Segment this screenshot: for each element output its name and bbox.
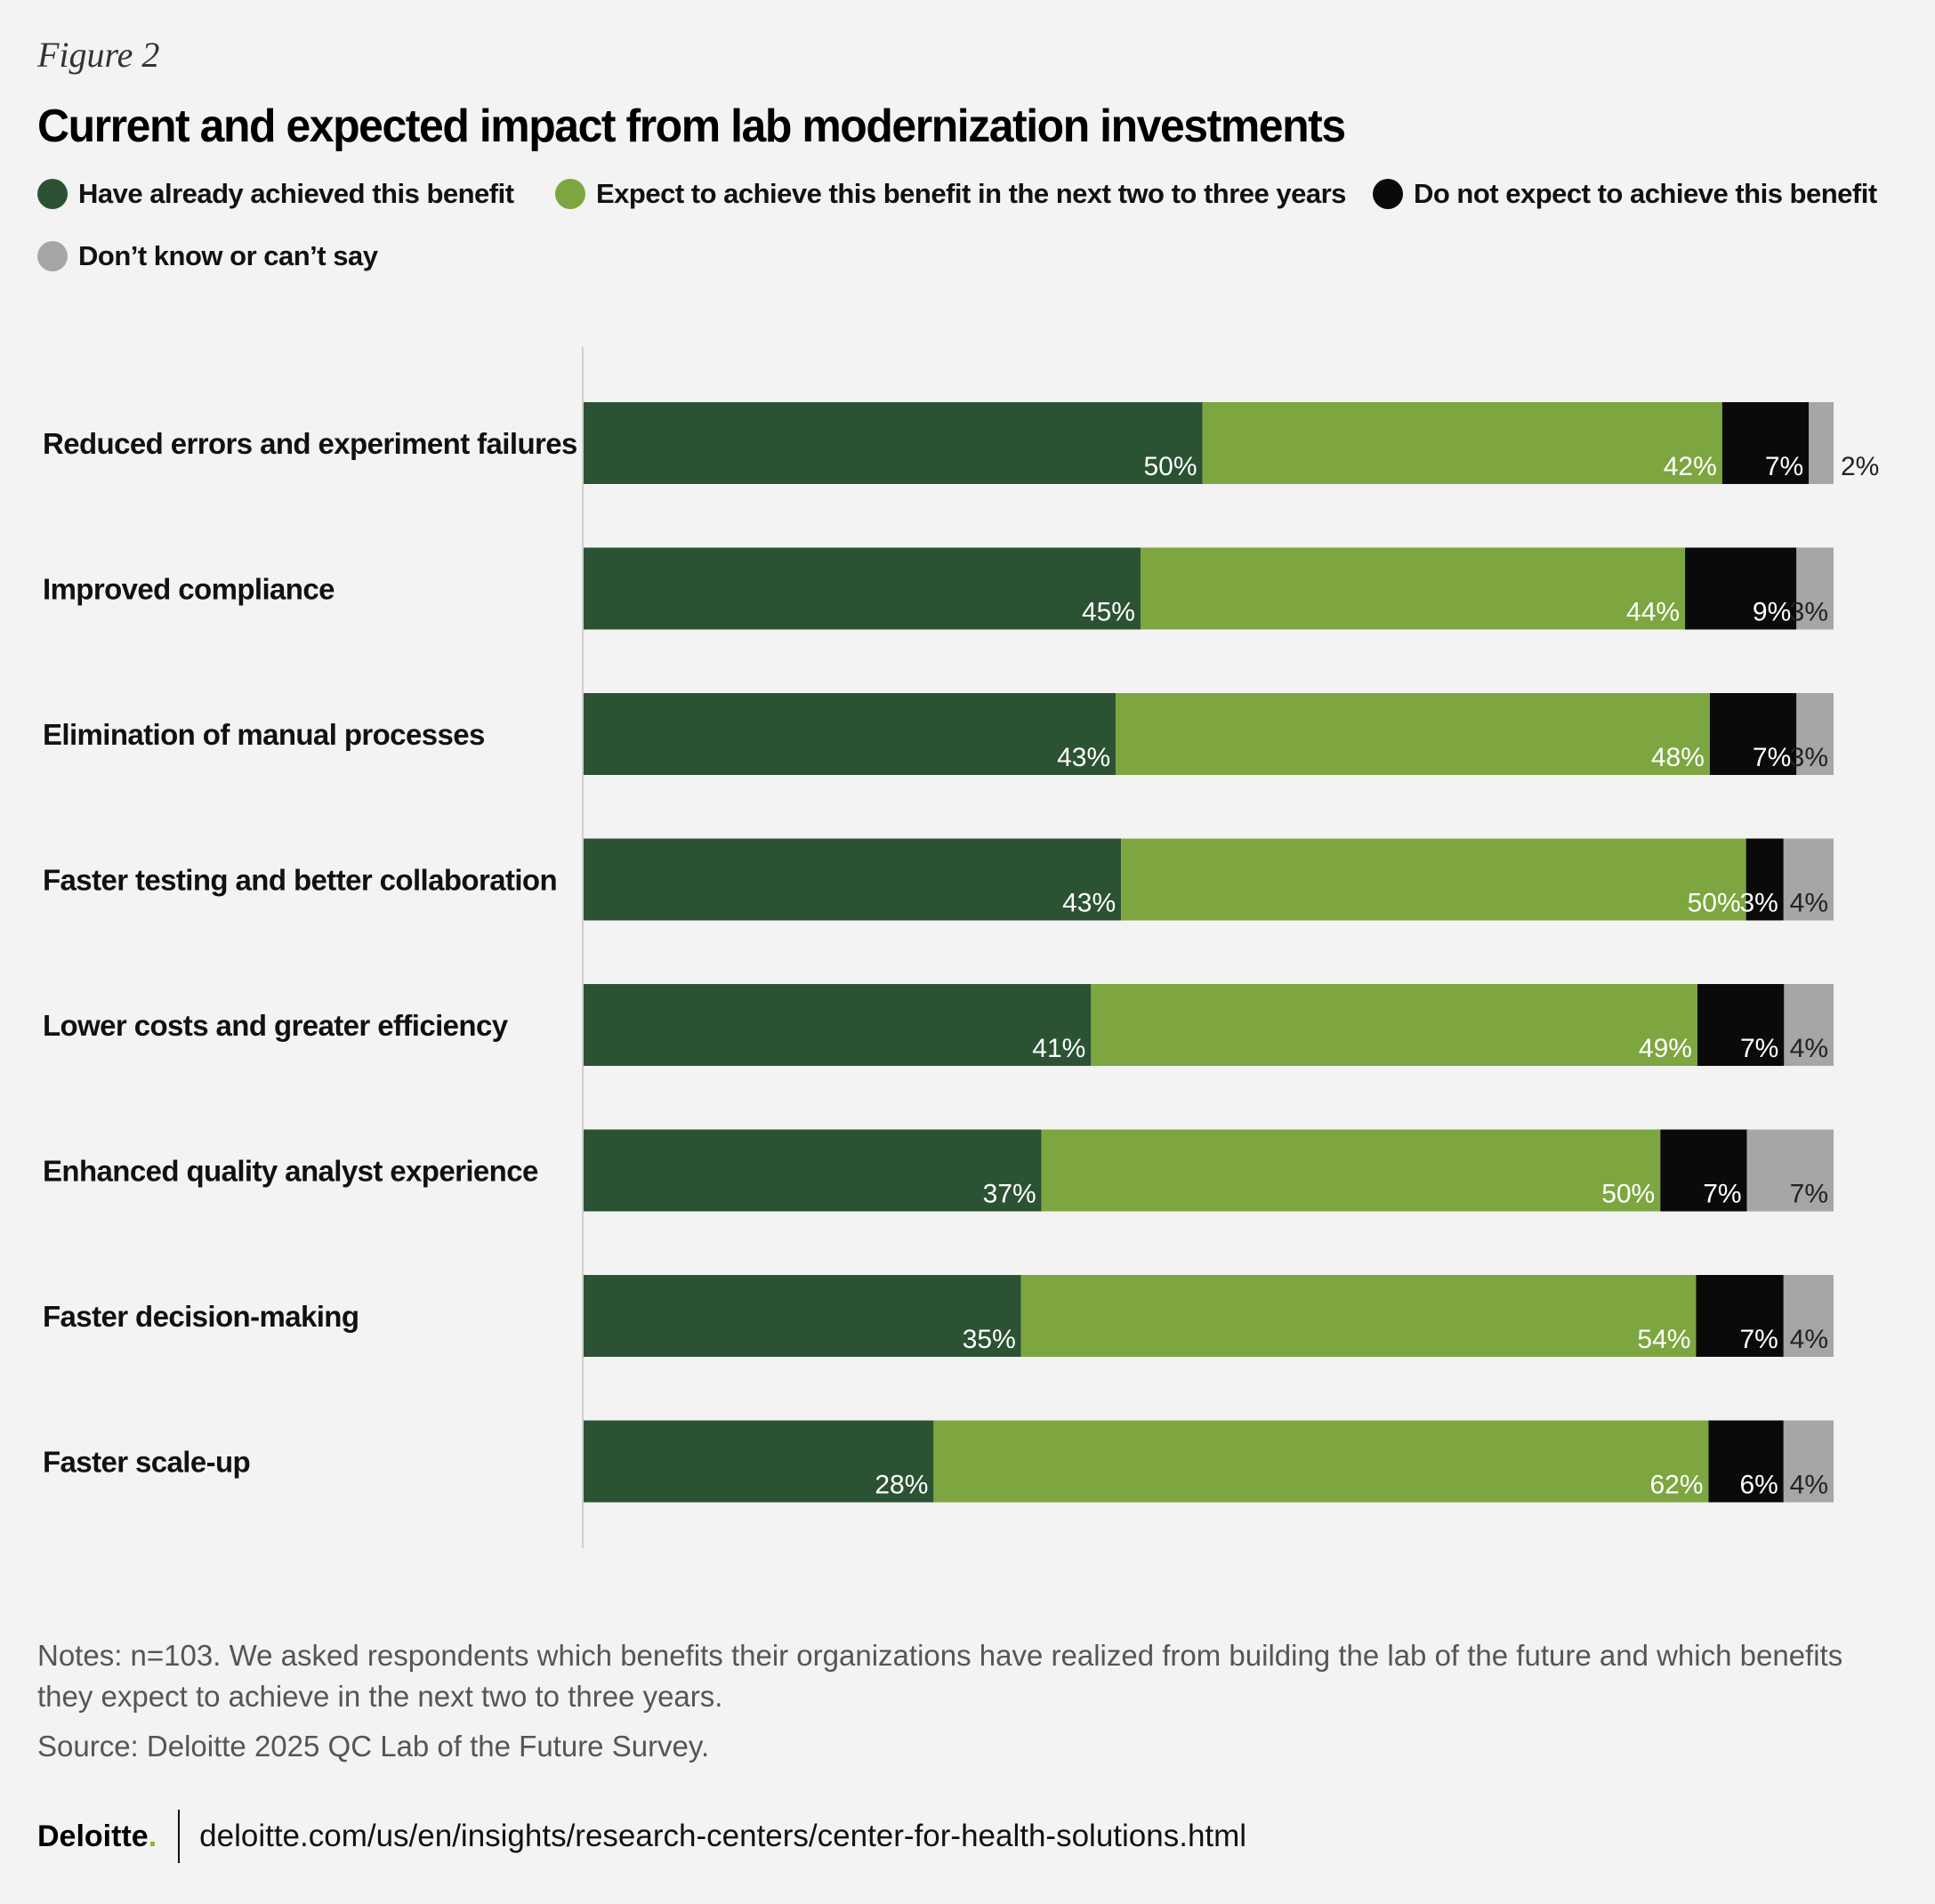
legend-label-achieved: Have already achieved this benefit [78,178,514,209]
bar-segment-expect-8 [933,1420,1709,1503]
legend-label-dont-know: Don’t know or can’t say [78,240,378,271]
bar-segment-achieved-6 [584,1129,1042,1212]
bar-segment-achieved-5 [584,984,1092,1066]
bar-segment-not-expect-4 [1746,838,1784,921]
bar-segment-dont-know-8 [1783,1420,1834,1503]
bar-segment-achieved-4 [584,838,1122,921]
data-label-dont-know-2: 3% [1790,598,1828,627]
bar-segment-achieved-2 [584,547,1141,630]
footer-divider [178,1810,181,1863]
legend-swatch-expect [555,179,585,209]
brand-logo-dot: . [148,1819,157,1853]
footer: Deloitte. deloitte.com/us/en/insights/re… [37,1808,1246,1865]
data-label-expect-3: 48% [1651,743,1705,772]
category-label-faster-testing-and-better-collaboration: Faster testing and better collaboration [43,864,557,897]
bar-segment-expect-7 [1020,1275,1697,1357]
data-label-expect-5: 49% [1639,1034,1692,1063]
stacked-bar-chart: Reduced errors and experiment failures 50… [43,347,1879,1548]
bar-segment-not-expect-2 [1685,547,1797,630]
data-label-achieved-8: 28% [875,1471,928,1500]
footer-url[interactable]: deloitte.com/us/en/insights/research-cen… [199,1819,1247,1853]
data-label-expect-4: 50% [1688,889,1741,918]
legend-label-expect: Expect to achieve this benefit in the ne… [596,178,1346,209]
data-label-expect-1: 42% [1664,452,1717,481]
data-label-achieved-2: 45% [1082,598,1135,627]
bar-segment-achieved-7 [584,1275,1021,1357]
bar-segment-dont-know-7 [1783,1275,1834,1357]
data-label-not-expect-6: 7% [1703,1180,1741,1209]
data-label-not-expect-8: 6% [1739,1471,1778,1500]
bar-segment-expect-5 [1091,984,1697,1066]
bar-segment-dont-know-6 [1746,1129,1834,1212]
data-label-achieved-6: 37% [983,1180,1036,1209]
bar-segment-expect-2 [1140,547,1686,630]
category-label-improved-compliance: Improved compliance [43,573,335,606]
category-label-enhanced-quality-analyst-experience: Enhanced quality analyst experience [43,1155,538,1188]
bar-segment-expect-1 [1202,402,1722,484]
data-label-expect-7: 54% [1637,1325,1690,1354]
legend-item-dont-know: Don’t know or can’t say [37,240,378,272]
figure-label: Figure 2 [37,35,160,75]
data-label-achieved-7: 35% [963,1325,1016,1354]
data-label-not-expect-5: 7% [1740,1034,1778,1063]
notes: Notes: n=103. We asked respondents which… [37,1639,1843,1713]
chart-title: Current and expected impact from lab mod… [37,101,1346,152]
bar-segment-achieved-1 [584,402,1203,484]
bar-segment-dont-know-5 [1784,984,1834,1066]
bar-segment-dont-know-3 [1796,693,1834,775]
data-label-expect-2: 44% [1626,598,1680,627]
bar-segment-not-expect-3 [1709,693,1797,775]
data-label-not-expect-1: 7% [1765,452,1803,481]
bar-segment-dont-know-4 [1783,838,1834,921]
bar-segment-achieved-3 [584,693,1117,775]
bar-segment-dont-know-2 [1796,547,1834,630]
category-label-faster-decision-making: Faster decision-making [43,1300,359,1333]
data-label-not-expect-7: 7% [1739,1325,1778,1354]
category-label-elimination-of-manual-processes: Elimination of manual processes [43,718,485,751]
data-label-dont-know-6: 7% [1790,1180,1828,1209]
legend-swatch-achieved [37,179,68,209]
data-label-dont-know-7: 4% [1790,1325,1828,1354]
category-label-lower-costs-and-greater-efficiency: Lower costs and greater efficiency [43,1009,509,1042]
category-label-faster-scale-up: Faster scale-up [43,1446,250,1479]
bar-segment-expect-3 [1116,693,1710,775]
data-label-not-expect-3: 7% [1753,743,1791,772]
data-label-expect-6: 50% [1601,1180,1655,1209]
bar-segment-achieved-8 [584,1420,934,1503]
data-label-achieved-4: 43% [1062,889,1116,918]
data-label-not-expect-4: 3% [1739,889,1778,918]
bar-segment-not-expect-8 [1708,1420,1784,1503]
legend-swatch-dont-know [37,241,68,271]
legend-item-achieved: Have already achieved this benefit [37,178,514,210]
data-label-dont-know-3: 3% [1790,743,1828,772]
legend-item-expect: Expect to achieve this benefit in the ne… [555,178,1346,210]
data-label-dont-know-8: 4% [1790,1471,1828,1500]
data-label-achieved-5: 41% [1032,1034,1085,1063]
data-label-achieved-1: 50% [1143,452,1197,481]
bar-segment-expect-4 [1121,838,1746,921]
data-label-dont-know-1: 2% [1841,452,1879,481]
data-label-expect-8: 62% [1649,1471,1703,1500]
data-label-achieved-3: 43% [1057,743,1110,772]
data-label-dont-know-4: 4% [1790,889,1828,918]
bar-segment-not-expect-6 [1660,1129,1747,1212]
data-label-dont-know-5: 4% [1790,1034,1828,1063]
category-label-reduced-errors-and-experiment-failures: Reduced errors and experiment failures [43,427,577,460]
bar-segment-not-expect-5 [1697,984,1785,1066]
source-note: Source: Deloitte 2025 QC Lab of the Futu… [37,1730,710,1763]
bar-segment-expect-6 [1041,1129,1661,1212]
legend-item-not-expect: Do not expect to achieve this benefit [1373,178,1877,210]
bar-segment-not-expect-7 [1696,1275,1784,1357]
brand-logo: Deloitte [37,1819,149,1853]
data-label-not-expect-2: 9% [1753,598,1791,627]
bar-segment-dont-know-1 [1809,402,1834,484]
legend-label-not-expect: Do not expect to achieve this benefit [1414,178,1877,209]
bar-segment-not-expect-1 [1721,402,1810,484]
legend-swatch-not-expect [1373,179,1403,209]
